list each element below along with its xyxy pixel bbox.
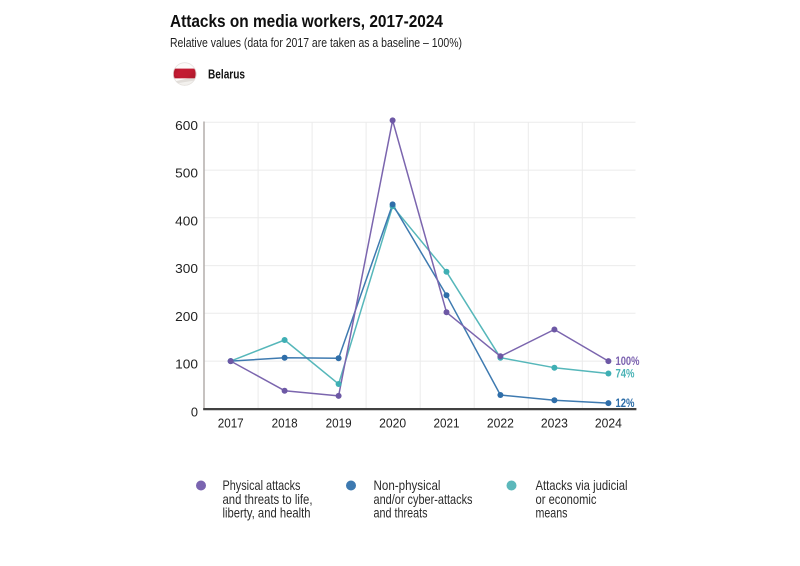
svg-text:400: 400 [175, 213, 198, 228]
svg-text:600: 600 [175, 118, 198, 133]
svg-text:200: 200 [175, 309, 198, 324]
svg-text:300: 300 [175, 261, 198, 276]
svg-text:and threats to life,: and threats to life, [223, 492, 313, 507]
svg-text:2020: 2020 [379, 416, 406, 431]
svg-text:500: 500 [175, 166, 198, 181]
svg-text:0: 0 [191, 405, 198, 420]
svg-text:2018: 2018 [272, 416, 298, 431]
svg-text:12%: 12% [616, 397, 635, 410]
svg-text:Relative values (data for 2017: Relative values (data for 2017 are taken… [170, 36, 462, 50]
svg-text:means: means [536, 506, 568, 521]
svg-text:2021: 2021 [434, 416, 460, 431]
svg-text:and/or cyber-attacks: and/or cyber-attacks [374, 492, 473, 507]
svg-text:2022: 2022 [487, 416, 514, 431]
svg-text:100%: 100% [616, 355, 640, 368]
svg-text:liberty, and health: liberty, and health [223, 506, 311, 521]
svg-text:Attacks on media workers, 2017: Attacks on media workers, 2017-2024 [170, 11, 443, 31]
svg-text:Belarus: Belarus [208, 66, 245, 81]
svg-text:2024: 2024 [595, 416, 622, 431]
svg-text:2023: 2023 [541, 416, 568, 431]
svg-text:2019: 2019 [326, 416, 352, 431]
svg-text:74%: 74% [616, 368, 635, 381]
svg-text:Physical attacks: Physical attacks [223, 478, 301, 493]
svg-text:Non-physical: Non-physical [374, 478, 441, 493]
svg-text:100: 100 [175, 357, 198, 372]
svg-text:or economic: or economic [536, 492, 597, 507]
svg-text:and threats: and threats [374, 506, 428, 521]
svg-text:Attacks via judicial: Attacks via judicial [536, 478, 628, 493]
svg-text:2017: 2017 [218, 416, 244, 431]
